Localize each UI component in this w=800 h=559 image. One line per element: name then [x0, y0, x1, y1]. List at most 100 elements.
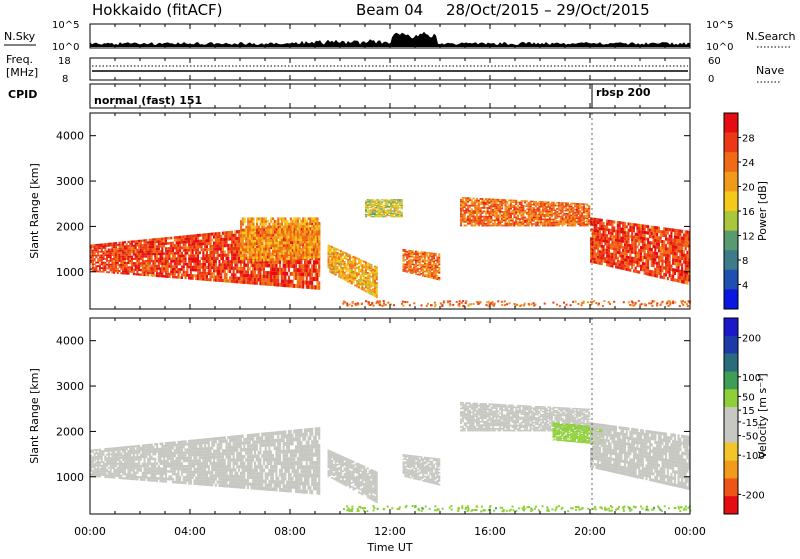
scatter-cell [149, 253, 151, 255]
scatter-cell [234, 244, 236, 247]
scatter-cell [183, 268, 185, 271]
scatter-cell [309, 241, 311, 244]
scatter-cell [258, 237, 260, 240]
scatter-cell [286, 260, 288, 264]
scatter-cell [549, 223, 551, 225]
scatter-cell [133, 253, 135, 255]
scatter-cell [428, 273, 430, 275]
scatter-cell [433, 258, 435, 260]
scatter-cell [631, 226, 633, 229]
scatter-cell [429, 254, 431, 256]
scatter-cell [342, 258, 344, 260]
scatter-cell [249, 226, 251, 229]
scatter-cell [642, 240, 644, 243]
scatter-cell [487, 207, 489, 209]
scatter-cell [374, 200, 376, 201]
scatter-cell [473, 214, 475, 216]
scatter-cell [401, 199, 403, 200]
scatter-cell [284, 231, 286, 234]
scatter-cell [367, 205, 369, 206]
scatter-cell [563, 220, 565, 222]
scatter-cell [160, 267, 162, 270]
scatter-cell [517, 217, 519, 219]
scatter-cell [480, 203, 482, 205]
scatter-cell [588, 209, 590, 210]
scatter-cell [601, 219, 603, 222]
scatter-cell [183, 257, 185, 260]
scatter-cell [258, 234, 260, 237]
scatter-cell [170, 270, 172, 273]
scatter-cell [356, 263, 358, 265]
scatter-cell [628, 223, 630, 226]
scatter-cell [531, 218, 533, 220]
scatter-cell [329, 266, 331, 268]
scatter-cell [611, 223, 613, 226]
scatter-cell [161, 245, 163, 248]
scatter-cell [521, 202, 523, 204]
scatter-cell [506, 211, 508, 213]
scatter-cell [386, 206, 388, 207]
scatter-cell [654, 236, 656, 239]
scatter-cell [474, 203, 476, 205]
scatter-cell [647, 260, 649, 263]
scatter-cell [252, 223, 254, 226]
scatter-cell [174, 260, 176, 263]
scatter-cell [624, 261, 626, 264]
scatter-cell [397, 202, 399, 203]
scatter-cell [363, 278, 365, 280]
scatter-cell [610, 238, 612, 241]
scatter-cell [265, 242, 267, 245]
scatter-cell [642, 237, 644, 240]
scatter-cell [537, 223, 539, 225]
scatter-cell [531, 214, 533, 216]
scatter-cell [361, 271, 363, 273]
scatter-cell [201, 248, 203, 251]
scatter-cell [300, 238, 302, 241]
scatter-cell [603, 222, 605, 225]
scatter-cell [236, 257, 238, 260]
scatter-cell [201, 272, 203, 275]
scatter-cell [108, 260, 110, 262]
scatter-cell [135, 253, 137, 255]
scatter-cell [399, 203, 401, 204]
scatter-cell [318, 256, 320, 259]
scatter-cell [661, 266, 663, 269]
scatter-cell [551, 222, 553, 224]
scatter-cell [165, 250, 167, 253]
scatter-cell [611, 232, 613, 235]
scatter-cell [156, 253, 158, 255]
scatter-cell [570, 224, 572, 226]
scatter-cell [480, 212, 482, 214]
scatter-cell [404, 252, 406, 253]
scatter-cell [583, 221, 585, 222]
scatter-cell [386, 205, 388, 206]
scatter-cell [489, 219, 491, 221]
scatter-cell [365, 267, 367, 269]
scatter-cell [419, 259, 421, 261]
scatter-cell [417, 265, 419, 267]
scatter-cell [340, 259, 342, 261]
scatter-cell [390, 199, 392, 200]
scatter-cell [604, 225, 606, 228]
scatter-cell [594, 226, 596, 229]
scatter-cell [381, 209, 383, 210]
scatter-cell [161, 270, 163, 273]
scatter-cell [544, 208, 546, 210]
scatter-cell [238, 233, 240, 236]
scatter-cell [211, 233, 213, 236]
scatter-cell [213, 260, 215, 263]
scatter-cell [103, 245, 105, 247]
scatter-cell [469, 216, 471, 218]
scatter-cell [113, 258, 115, 260]
scatter-cell [297, 223, 299, 226]
scatter-cell [428, 268, 430, 270]
scatter-cell [309, 260, 311, 264]
scatter-cell [651, 226, 653, 229]
scatter-cell [415, 251, 417, 253]
scatter-cell [670, 235, 672, 238]
scatter-cell [208, 242, 210, 245]
scatter-cell [338, 262, 340, 264]
scatter-cell [318, 225, 320, 228]
scatter-cell [202, 242, 204, 245]
scatter-cell [140, 262, 142, 264]
